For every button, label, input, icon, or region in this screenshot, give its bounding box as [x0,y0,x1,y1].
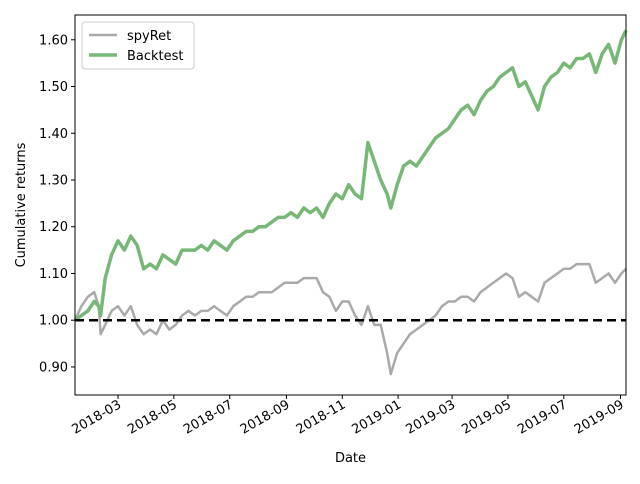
series-line-spyret [73,262,627,376]
legend-label: Backtest [127,49,184,64]
x-tick-label: 2018-07 [181,397,236,437]
x-tick-label: 2018-03 [69,397,124,437]
y-tick-label: 1.60 [39,33,68,48]
y-tick-label: 1.40 [39,127,68,142]
series-line-backtest [73,29,628,322]
x-tick-label: 2019-01 [350,397,405,437]
plot-frame [74,14,627,396]
x-tick-label: 2019-09 [572,397,627,437]
y-axis-label: Cumulative returns [14,142,29,267]
y-tick-label: 1.50 [39,80,68,95]
x-tick-label: 2019-05 [459,397,514,437]
x-axis-label: Date [335,451,366,466]
x-tick-label: 2018-11 [294,397,349,437]
y-tick-label: 1.00 [39,314,68,329]
legend-label: spyRet [127,29,171,44]
y-tick-label: 1.30 [39,173,68,188]
y-tick-label: 1.10 [39,267,68,282]
x-tick-label: 2019-07 [515,397,570,437]
x-tick-label: 2018-09 [238,397,293,437]
y-tick-label: 0.90 [39,360,68,375]
x-tick-label: 2018-05 [125,397,180,437]
legend: spyRet Backtest [81,21,195,70]
x-tick-label: 2019-03 [404,397,459,437]
y-tick-label: 1.20 [39,220,68,235]
